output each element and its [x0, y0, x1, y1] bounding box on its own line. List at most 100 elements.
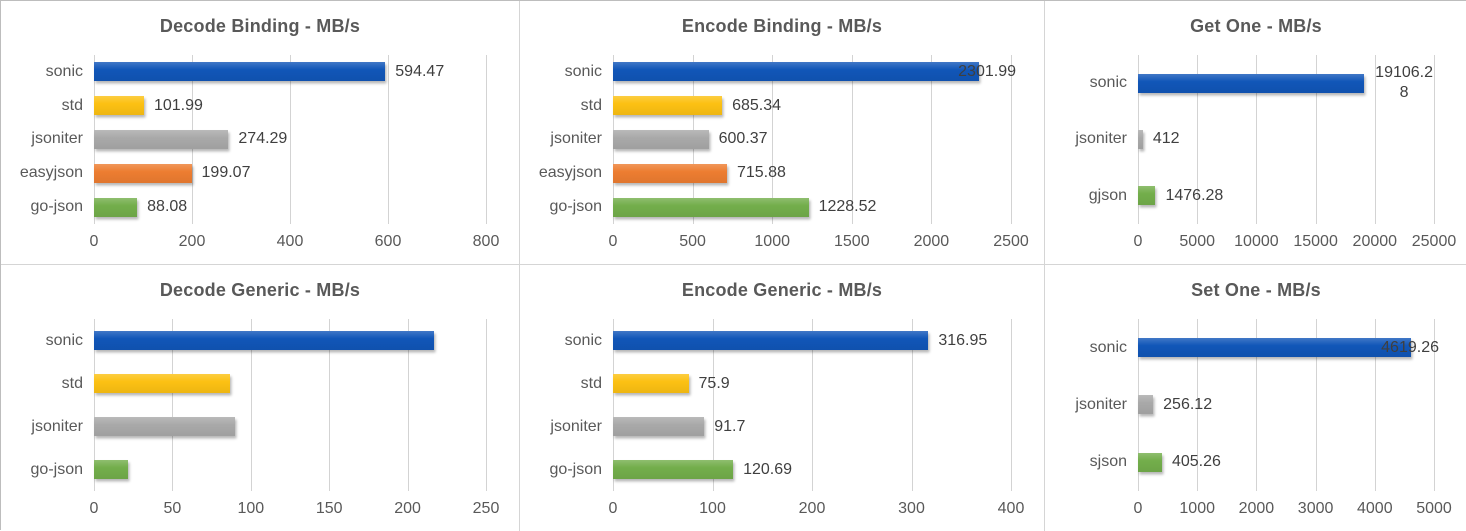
- bar-row: 199.07: [94, 156, 486, 190]
- x-tick-label: 100: [699, 500, 726, 517]
- category-label: easyjson: [19, 164, 83, 182]
- x-tick-label: 200: [798, 500, 826, 517]
- bar-row: 4619.26: [1138, 319, 1439, 376]
- x-axis: 0 200 400 600 800: [90, 224, 500, 258]
- bar-jsoniter: [94, 417, 236, 436]
- gridline: [613, 319, 614, 491]
- bar-go-json: [94, 460, 129, 479]
- x-tick-label: 1000: [1179, 500, 1215, 517]
- gridline: [712, 319, 714, 491]
- x-tick-label: 100: [237, 500, 265, 517]
- bar-row: 1228.52: [613, 190, 1011, 224]
- x-axis: 0 100 200 300 400: [609, 491, 1025, 525]
- category-label: sonic: [1089, 338, 1127, 356]
- gridline: [1374, 319, 1376, 491]
- gridline: [388, 55, 389, 224]
- value-label: 412: [1152, 130, 1180, 148]
- gridline: [172, 319, 174, 491]
- bar-row: 594.47: [94, 55, 486, 89]
- x-tick-label: 500: [679, 233, 706, 250]
- category-label: std: [61, 374, 83, 392]
- gridline: [1374, 55, 1376, 224]
- x-tick-label: 3000: [1297, 500, 1334, 517]
- category-axis: sonic std jsoniter easyjson go-json: [10, 55, 94, 224]
- bar-row: 256.12: [1138, 376, 1434, 433]
- category-label: sonic: [564, 62, 602, 80]
- plot-area: sonic std jsoniter easyjson go-json 594.47 101…: [10, 55, 510, 224]
- category-label: std: [61, 96, 83, 114]
- x-tick-label: 20000: [1352, 233, 1398, 250]
- bar-row: 405.26: [1138, 434, 1434, 491]
- category-label: jsoniter: [550, 417, 602, 435]
- gridline: [812, 319, 813, 491]
- x-tick-label: 4000: [1357, 500, 1393, 517]
- chart-panel-decode-binding: Decode Binding - MB/s sonic std jsoniter eas…: [1, 1, 520, 264]
- gridline: [1434, 319, 1435, 491]
- chart-title: Encode Binding - MB/s: [681, 16, 883, 36]
- x-tick-label: 2000: [1238, 500, 1275, 517]
- x-tick-label: 0: [608, 233, 618, 250]
- gridline: [1011, 55, 1012, 224]
- bar-row: [94, 362, 486, 405]
- bar-row: 685.34: [613, 89, 1011, 123]
- value-label: 19106.28: [1375, 64, 1434, 102]
- chart-panel-encode-binding: Encode Binding - MB/s sonic std jsoniter eas…: [520, 1, 1045, 264]
- x-axis: 0 50 100 150 200 250: [90, 491, 500, 525]
- bar-row: 600.37: [613, 123, 1011, 157]
- value-label: 715.88: [736, 164, 786, 182]
- chart-panel-decode-generic: Decode Generic - MB/s sonic std jsoniter go-…: [1, 264, 520, 531]
- gridline: [851, 55, 853, 224]
- bars-area: 2301.99 685.34 600.37 715.88 1228.52: [613, 55, 1016, 224]
- bar-sonic: [94, 62, 386, 82]
- gridline: [486, 319, 487, 491]
- value-label: 2301.99: [958, 62, 1016, 80]
- gridline: [772, 55, 774, 224]
- bar-row: 412: [1138, 111, 1434, 167]
- category-label: sonic: [45, 331, 83, 349]
- bar-row: 19106.28: [1138, 55, 1434, 111]
- bars-area: 316.95 75.9 91.7 120.69: [613, 319, 1012, 491]
- x-axis: 0 5000 10000 15000 20000 25000: [1134, 224, 1457, 258]
- x-tick-label: 300: [898, 500, 925, 517]
- bars-area: [94, 319, 487, 491]
- chart-panel-get-one: Get One - MB/s sonic jsoniter gjson 19106.28…: [1045, 1, 1466, 264]
- gridline: [1256, 319, 1258, 491]
- bars-area: 4619.26 256.12 405.26: [1138, 319, 1439, 491]
- value-label: 1228.52: [818, 198, 877, 216]
- plot-area: sonic jsoniter gjson 19106.28 412 1476.28: [1054, 55, 1458, 224]
- x-tick-label: 15000: [1293, 233, 1338, 250]
- x-tick-label: 50: [163, 500, 182, 517]
- bar-go-json: [613, 197, 809, 217]
- gridline: [94, 319, 95, 491]
- plot-area: sonic std jsoniter go-json: [10, 319, 510, 491]
- category-axis: sonic std jsoniter go-json: [10, 319, 94, 491]
- gridline: [1011, 319, 1012, 491]
- bar-row: [94, 319, 486, 362]
- chart-title: Decode Generic - MB/s: [159, 280, 361, 300]
- category-label: jsoniter: [31, 130, 83, 148]
- value-label: 405.26: [1171, 453, 1221, 471]
- category-label: std: [580, 96, 602, 114]
- x-tick-label: 600: [374, 233, 402, 250]
- plot-area: sonic std jsoniter easyjson go-json 2301.99 68…: [529, 55, 1035, 224]
- gridline: [1315, 319, 1317, 491]
- gridline: [407, 319, 409, 491]
- value-label: 316.95: [938, 331, 988, 349]
- x-tick-label: 1500: [834, 233, 870, 250]
- bar-easyjson: [613, 163, 727, 183]
- chart-title: Decode Binding - MB/s: [159, 16, 361, 36]
- x-axis: 0 1000 2000 3000 4000 5000: [1134, 491, 1452, 525]
- category-label: sonic: [45, 62, 83, 80]
- value-label: 4619.26: [1381, 338, 1439, 356]
- bar-row: [94, 448, 486, 491]
- category-label: jsoniter: [1075, 130, 1127, 148]
- x-tick-label: 200: [394, 500, 421, 517]
- bar-go-json: [94, 197, 138, 217]
- gridline: [250, 319, 252, 491]
- category-axis: sonic jsoniter sjson: [1054, 319, 1138, 491]
- category-axis: sonic jsoniter gjson: [1054, 55, 1138, 224]
- x-tick-label: 200: [178, 233, 206, 250]
- x-tick-label: 5000: [1416, 500, 1452, 517]
- value-label: 120.69: [743, 460, 793, 478]
- bar-go-json: [613, 460, 734, 479]
